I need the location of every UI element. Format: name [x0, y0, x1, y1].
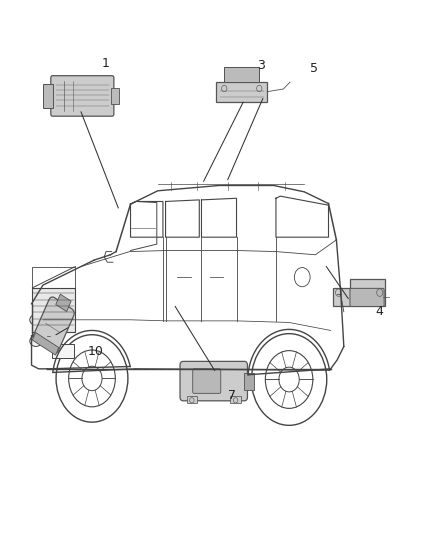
Bar — [43, 84, 53, 108]
Bar — [111, 88, 119, 104]
Text: 7: 7 — [228, 389, 236, 402]
FancyBboxPatch shape — [180, 361, 247, 401]
Text: 3: 3 — [258, 59, 265, 71]
Ellipse shape — [30, 314, 42, 325]
Bar — [230, 396, 241, 403]
Bar — [216, 82, 267, 102]
Polygon shape — [333, 279, 385, 306]
Text: 5: 5 — [311, 62, 318, 75]
Bar — [52, 344, 74, 358]
Bar — [244, 373, 254, 390]
Bar — [187, 396, 197, 403]
Text: 1: 1 — [102, 58, 110, 70]
Bar — [32, 288, 75, 332]
FancyBboxPatch shape — [51, 76, 114, 116]
FancyBboxPatch shape — [193, 369, 221, 393]
Text: 10: 10 — [88, 345, 103, 358]
Text: 4: 4 — [375, 305, 383, 318]
FancyBboxPatch shape — [33, 297, 74, 353]
FancyBboxPatch shape — [350, 288, 384, 306]
Bar — [56, 294, 71, 311]
Ellipse shape — [30, 336, 42, 346]
Bar — [224, 67, 259, 82]
Bar — [32, 333, 59, 355]
